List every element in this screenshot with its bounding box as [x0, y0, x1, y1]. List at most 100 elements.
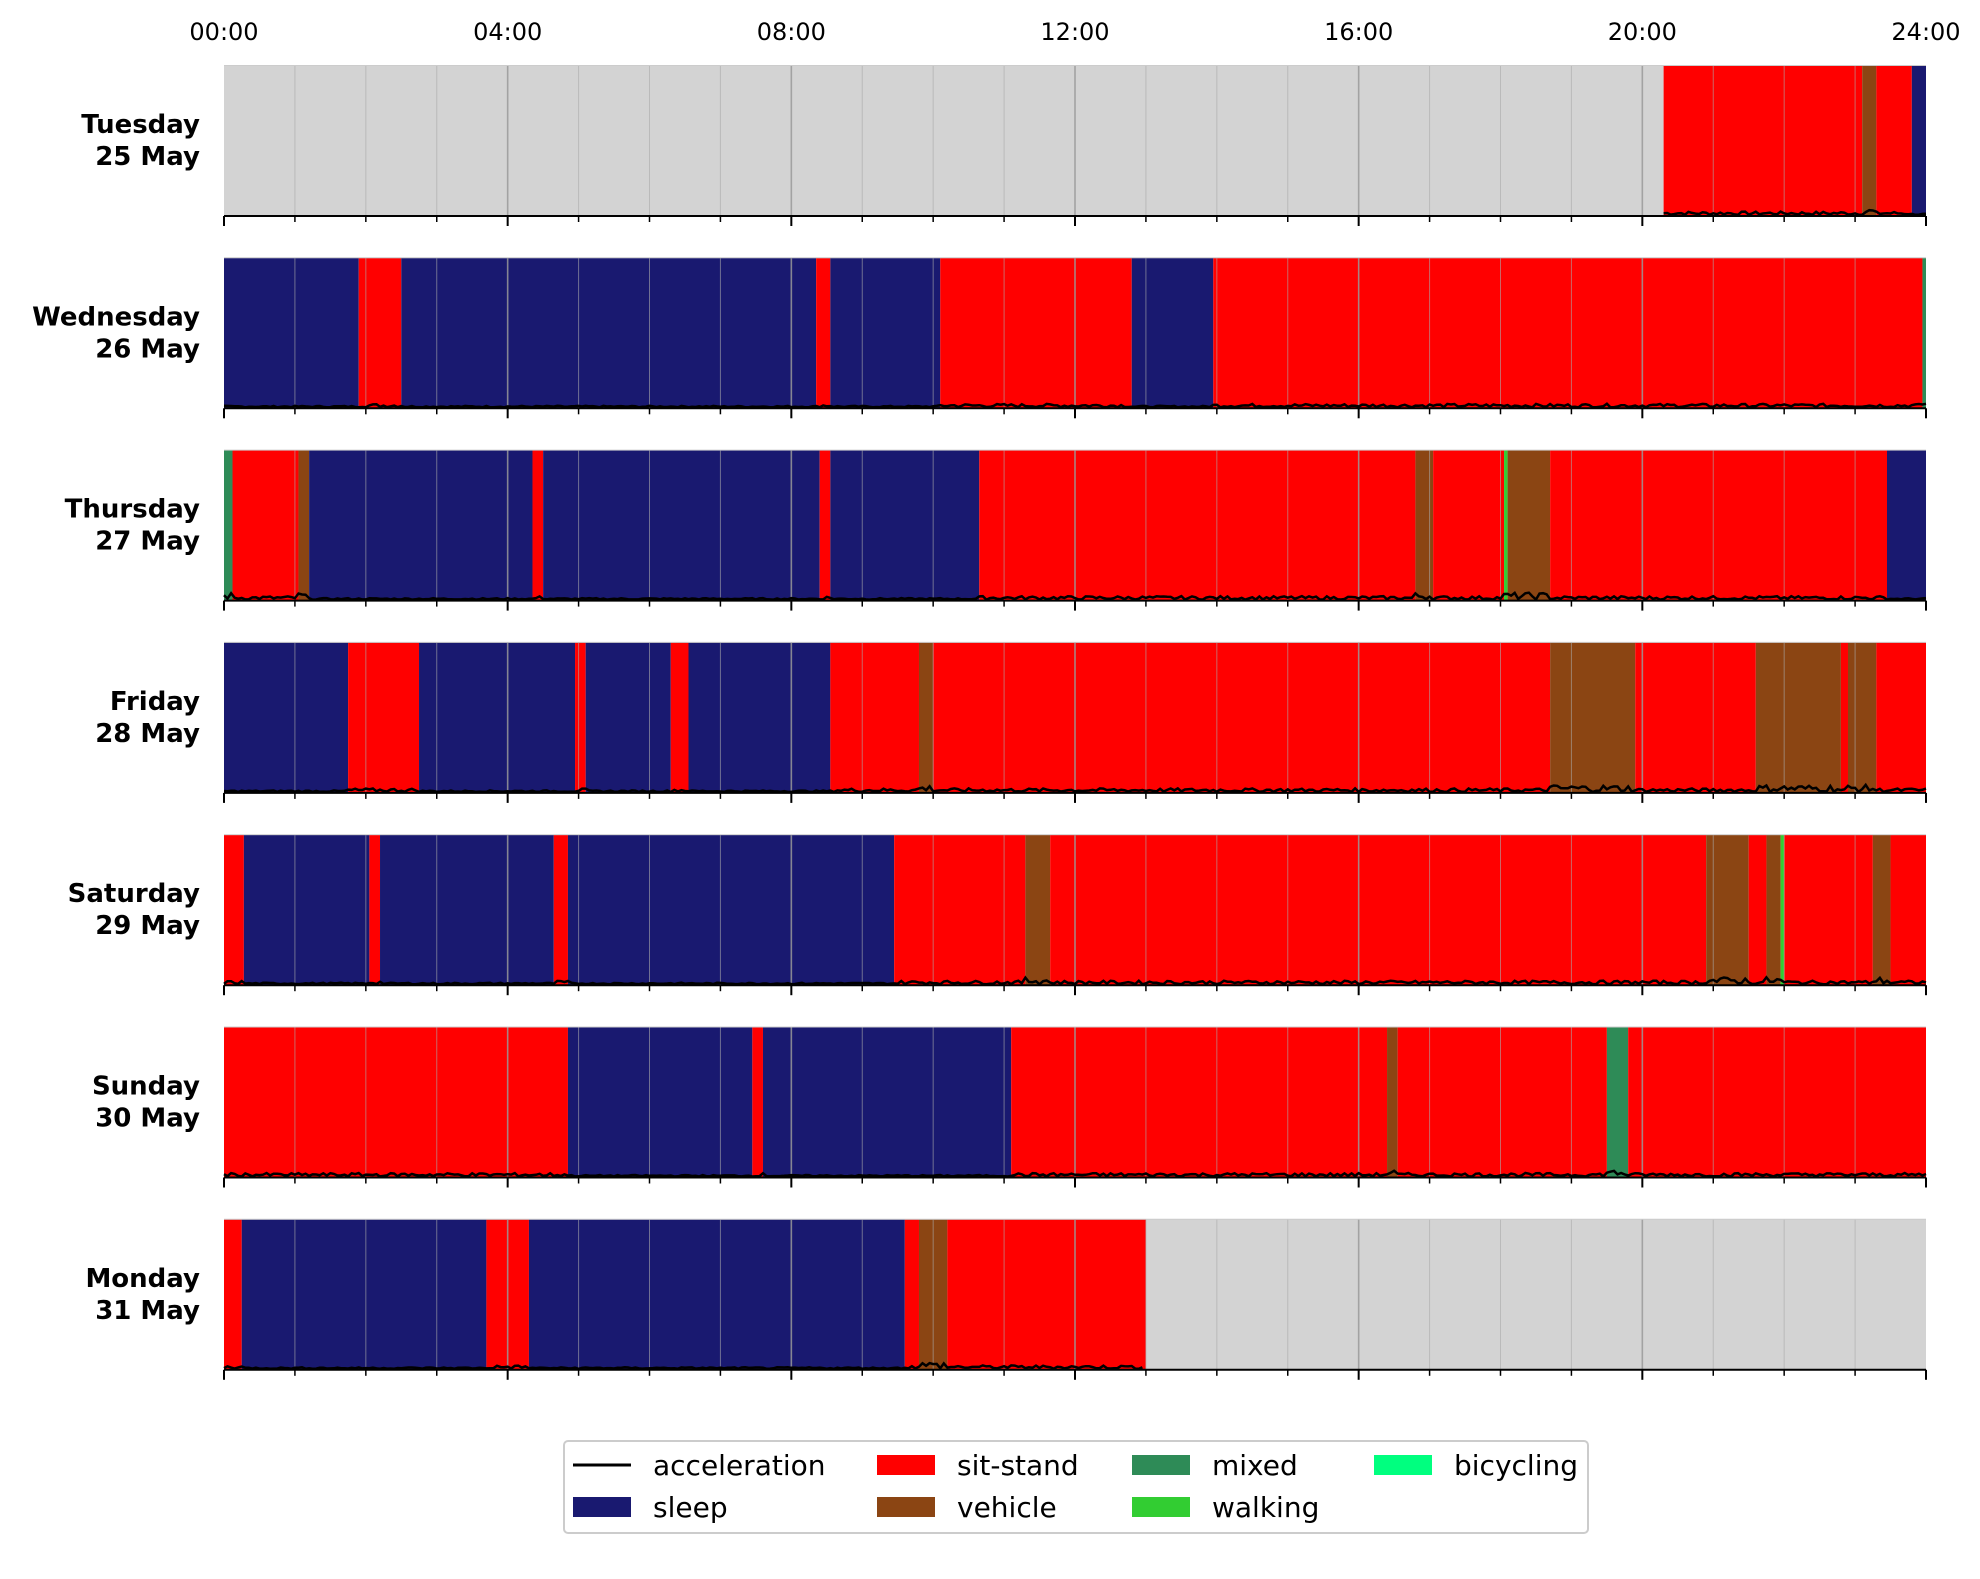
day-date: 28 May — [95, 719, 200, 749]
segment-sleep — [401, 258, 817, 409]
day-row: Tuesday 25 May — [81, 65, 1927, 226]
segment-sit-stand — [1784, 835, 1873, 986]
segment-sleep — [567, 835, 895, 986]
day-weekday: Sunday — [92, 1072, 200, 1102]
day-date: 27 May — [95, 527, 200, 557]
segment-vehicle — [1766, 835, 1781, 986]
day-label: Sunday 30 May — [92, 1072, 200, 1134]
segment-sleep — [688, 642, 831, 793]
day-weekday: Tuesday — [81, 110, 200, 140]
day-label: Thursday 27 May — [65, 495, 200, 557]
acceleration-trace — [223, 402, 1927, 409]
segment-sit-stand — [1635, 642, 1756, 793]
day-rows: Tuesday 25 May Wednesday 26 May Thursday 27 M… — [32, 65, 1927, 1380]
day-label: Wednesday 26 May — [32, 302, 200, 364]
acceleration-trace — [223, 1169, 1927, 1178]
segment-sit-stand — [348, 642, 420, 793]
legend-color-swatch — [877, 1455, 935, 1475]
hour-tick-label: 04:00 — [473, 18, 542, 46]
acceleration-trace — [1663, 208, 1927, 217]
segment-walking — [1780, 835, 1785, 986]
legend-frame — [563, 1440, 1589, 1534]
segment-sit-stand — [1213, 258, 1923, 409]
segment-sit-stand — [830, 642, 919, 793]
hour-tick-labels: 00:00 04:00 08:00 12:00 16:00 20:00 24:00 — [189, 18, 1960, 46]
day-row: Thursday 27 May — [65, 449, 1927, 611]
segment-walking — [1504, 450, 1508, 601]
segment-sleep — [585, 642, 671, 793]
segment-sit-stand — [224, 835, 244, 986]
legend-color-swatch — [1374, 1455, 1432, 1475]
legend: acceleration sleep sit-stand vehicle mixed wa… — [563, 1440, 1589, 1534]
segment-vehicle — [1862, 66, 1877, 216]
segment-sleep — [543, 450, 820, 601]
legend-item-sit-stand: sit-stand — [877, 1449, 1079, 1482]
day-row: Sunday 30 May — [92, 1026, 1927, 1188]
day-weekday: Friday — [110, 687, 200, 717]
day-row: Monday 31 May — [85, 1218, 1927, 1380]
day-label: Monday 31 May — [85, 1264, 200, 1326]
segment-sit-stand — [940, 258, 1132, 409]
segment-sleep — [419, 642, 576, 793]
legend-label: walking — [1212, 1491, 1319, 1524]
day-row: Wednesday 26 May — [32, 257, 1927, 419]
segment-sit-stand — [1876, 642, 1926, 793]
segment-sleep — [1886, 450, 1926, 601]
segment-mixed — [1922, 258, 1926, 409]
segment-sit-stand — [224, 1219, 242, 1370]
legend-item-bicycling: bicycling — [1374, 1449, 1578, 1482]
segment-vehicle — [1550, 642, 1636, 793]
legend-label: mixed — [1212, 1449, 1298, 1482]
day-date: 29 May — [95, 911, 200, 941]
legend-label: vehicle — [957, 1491, 1057, 1524]
segment-sit-stand — [819, 450, 831, 601]
hour-tick-label: 24:00 — [1891, 18, 1960, 46]
legend-label: sit-stand — [957, 1449, 1079, 1482]
segment-mixed — [1606, 1027, 1629, 1178]
segment-sit-stand — [1050, 835, 1707, 986]
segment-sit-stand — [358, 258, 402, 409]
day-weekday: Wednesday — [32, 302, 200, 332]
segment-vehicle — [1706, 835, 1749, 986]
segment-sit-stand — [1663, 66, 1863, 216]
legend-color-swatch — [877, 1497, 935, 1517]
segment-sleep — [380, 835, 554, 986]
segment-sleep — [762, 1027, 1012, 1178]
day-weekday: Monday — [85, 1264, 200, 1294]
legend-item-walking: walking — [1132, 1491, 1319, 1524]
segment-vehicle — [1872, 835, 1891, 986]
segment-sit-stand — [575, 642, 586, 793]
hour-tick-label: 08:00 — [757, 18, 826, 46]
segment-sit-stand — [1890, 835, 1926, 986]
day-weekday: Saturday — [68, 879, 200, 909]
segment-sleep — [309, 450, 533, 601]
legend-item-mixed: mixed — [1132, 1449, 1298, 1482]
segment-sit-stand — [1433, 450, 1505, 601]
day-date: 30 May — [95, 1104, 200, 1134]
segment-sleep — [224, 258, 359, 409]
segment-sit-stand — [752, 1027, 763, 1178]
segment-sit-stand — [979, 450, 1416, 601]
segment-sit-stand — [532, 450, 544, 601]
hour-tick-label: 00:00 — [189, 18, 258, 46]
day-date: 31 May — [95, 1296, 200, 1326]
segment-sit-stand — [1011, 1027, 1388, 1178]
segment-sleep — [243, 835, 370, 986]
legend-label: sleep — [653, 1491, 728, 1524]
day-label: Friday 28 May — [95, 687, 200, 749]
segment-vehicle — [1755, 642, 1841, 793]
segment-sleep — [528, 1219, 905, 1370]
day-weekday: Thursday — [65, 495, 200, 525]
segment-sit-stand — [553, 835, 568, 986]
segment-sit-stand — [904, 1219, 919, 1370]
segment-sit-stand — [933, 642, 1551, 793]
segment-sleep — [1131, 258, 1214, 409]
hour-tick-label: 12:00 — [1040, 18, 1109, 46]
segment-sleep — [224, 642, 349, 793]
legend-item-sleep: sleep — [573, 1491, 728, 1524]
segment-vehicle — [1387, 1027, 1398, 1178]
segment-sleep — [1911, 66, 1926, 216]
acceleration-trace — [223, 591, 1927, 602]
segment-sit-stand — [1748, 835, 1767, 986]
